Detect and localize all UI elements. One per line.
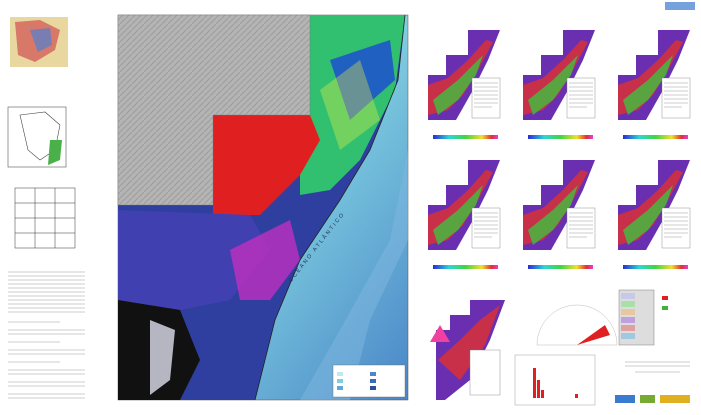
index-grid (14, 187, 76, 249)
rose-diagram (536, 304, 618, 346)
text-block (8, 271, 85, 399)
right-panels (427, 2, 695, 406)
main-map: OCEANO ATLÂNTICO (117, 14, 409, 401)
legend (618, 289, 668, 346)
histogram (514, 354, 596, 406)
bathymetry-legend (332, 364, 406, 398)
left-column (7, 17, 85, 399)
